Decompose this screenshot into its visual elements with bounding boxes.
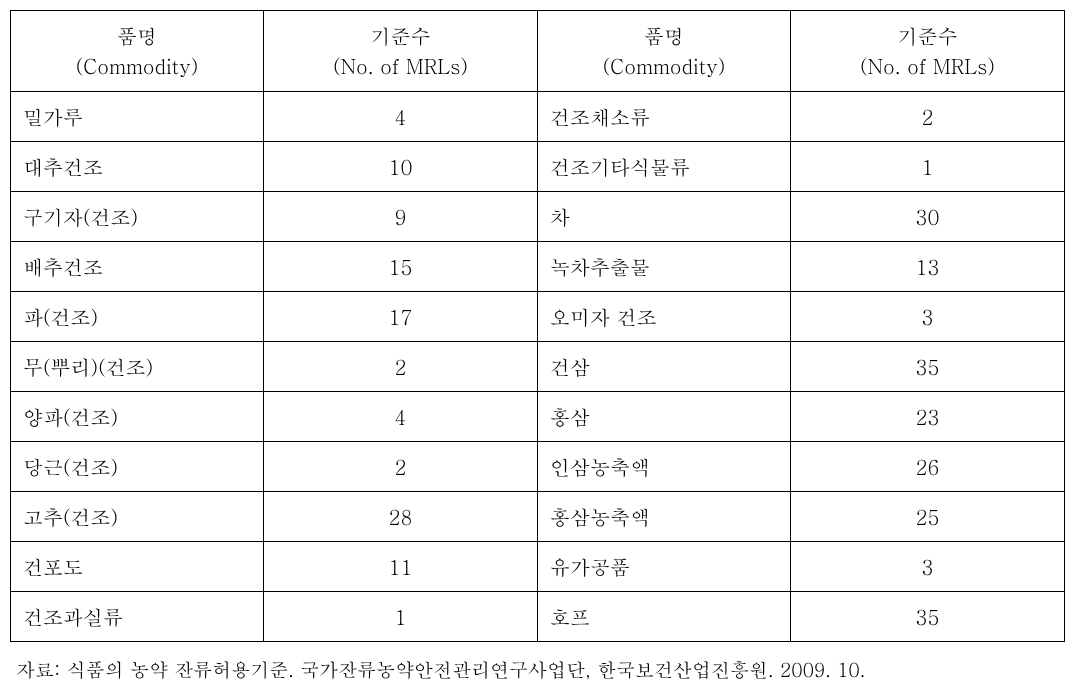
commodity-cell: 차 bbox=[537, 192, 790, 242]
mrl-cell: 17 bbox=[263, 292, 537, 342]
mrl-cell: 4 bbox=[263, 92, 537, 142]
header-kr: 품명 bbox=[23, 21, 251, 51]
commodity-cell: 인삼농축액 bbox=[537, 442, 790, 492]
commodity-cell: 홍삼농축액 bbox=[537, 492, 790, 542]
commodity-cell: 건조과실류 bbox=[11, 592, 264, 642]
header-en: (No. of MRLs) bbox=[803, 51, 1052, 81]
mrl-cell: 4 bbox=[263, 392, 537, 442]
commodity-cell: 건삼 bbox=[537, 342, 790, 392]
mrl-cell: 10 bbox=[263, 142, 537, 192]
commodity-cell: 고추(건조) bbox=[11, 492, 264, 542]
mrl-cell: 3 bbox=[790, 292, 1064, 342]
commodity-cell: 무(뿌리)(건조) bbox=[11, 342, 264, 392]
commodity-cell: 양파(건조) bbox=[11, 392, 264, 442]
mrl-cell: 35 bbox=[790, 342, 1064, 392]
table-row: 당근(건조)2인삼농축액26 bbox=[11, 442, 1065, 492]
mrl-cell: 30 bbox=[790, 192, 1064, 242]
commodity-cell: 녹차추출물 bbox=[537, 242, 790, 292]
table-row: 대추건조10건조기타식물류1 bbox=[11, 142, 1065, 192]
commodity-cell: 호프 bbox=[537, 592, 790, 642]
header-cell-mrl-1: 기준수 (No. of MRLs) bbox=[263, 11, 537, 92]
mrl-cell: 23 bbox=[790, 392, 1064, 442]
mrl-cell: 2 bbox=[263, 442, 537, 492]
mrl-cell: 1 bbox=[790, 142, 1064, 192]
commodity-cell: 구기자(건조) bbox=[11, 192, 264, 242]
table-body: 밀가루4건조채소류2대추건조10건조기타식물류1구기자(건조)9차30배추건조1… bbox=[11, 92, 1065, 642]
mrl-cell: 25 bbox=[790, 492, 1064, 542]
commodity-cell: 건조채소류 bbox=[537, 92, 790, 142]
footnote: 자료: 식품의 농약 잔류허용기준. 국가잔류농약안전관리연구사업단, 한국보건… bbox=[10, 656, 1065, 683]
table-row: 밀가루4건조채소류2 bbox=[11, 92, 1065, 142]
mrl-cell: 9 bbox=[263, 192, 537, 242]
mrl-cell: 15 bbox=[263, 242, 537, 292]
header-en: (No. of MRLs) bbox=[276, 51, 525, 81]
header-cell-commodity-2: 품명 (Commodity) bbox=[537, 11, 790, 92]
mrl-cell: 28 bbox=[263, 492, 537, 542]
table-row: 건조과실류1호프35 bbox=[11, 592, 1065, 642]
header-en: (Commodity) bbox=[23, 51, 251, 81]
commodity-cell: 배추건조 bbox=[11, 242, 264, 292]
header-kr: 기준수 bbox=[803, 21, 1052, 51]
commodity-cell: 건포도 bbox=[11, 542, 264, 592]
header-row: 품명 (Commodity) 기준수 (No. of MRLs) 품명 (Com… bbox=[11, 11, 1065, 92]
commodity-cell: 대추건조 bbox=[11, 142, 264, 192]
commodity-cell: 홍삼 bbox=[537, 392, 790, 442]
commodity-cell: 당근(건조) bbox=[11, 442, 264, 492]
mrl-cell: 13 bbox=[790, 242, 1064, 292]
table-row: 양파(건조)4홍삼23 bbox=[11, 392, 1065, 442]
table-row: 고추(건조)28홍삼농축액25 bbox=[11, 492, 1065, 542]
commodity-cell: 건조기타식물류 bbox=[537, 142, 790, 192]
mrl-cell: 1 bbox=[263, 592, 537, 642]
table-row: 건포도11유가공품3 bbox=[11, 542, 1065, 592]
header-kr: 기준수 bbox=[276, 21, 525, 51]
table-row: 배추건조15녹차추출물13 bbox=[11, 242, 1065, 292]
commodity-cell: 파(건조) bbox=[11, 292, 264, 342]
mrl-table: 품명 (Commodity) 기준수 (No. of MRLs) 품명 (Com… bbox=[10, 10, 1065, 642]
table-row: 파(건조)17오미자 건조3 bbox=[11, 292, 1065, 342]
commodity-cell: 오미자 건조 bbox=[537, 292, 790, 342]
mrl-cell: 2 bbox=[263, 342, 537, 392]
mrl-cell: 11 bbox=[263, 542, 537, 592]
header-cell-commodity-1: 품명 (Commodity) bbox=[11, 11, 264, 92]
commodity-cell: 밀가루 bbox=[11, 92, 264, 142]
mrl-cell: 2 bbox=[790, 92, 1064, 142]
table-header: 품명 (Commodity) 기준수 (No. of MRLs) 품명 (Com… bbox=[11, 11, 1065, 92]
table-row: 구기자(건조)9차30 bbox=[11, 192, 1065, 242]
mrl-cell: 26 bbox=[790, 442, 1064, 492]
header-kr: 품명 bbox=[550, 21, 778, 51]
header-cell-mrl-2: 기준수 (No. of MRLs) bbox=[790, 11, 1064, 92]
table-row: 무(뿌리)(건조)2건삼35 bbox=[11, 342, 1065, 392]
mrl-cell: 35 bbox=[790, 592, 1064, 642]
header-en: (Commodity) bbox=[550, 51, 778, 81]
commodity-cell: 유가공품 bbox=[537, 542, 790, 592]
mrl-cell: 3 bbox=[790, 542, 1064, 592]
